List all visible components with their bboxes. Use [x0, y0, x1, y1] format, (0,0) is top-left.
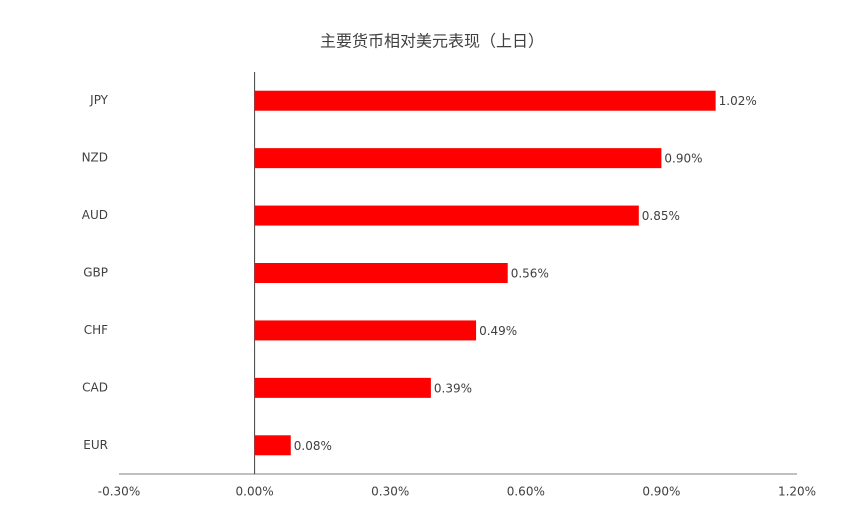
x-tick-label: 0.60%: [507, 485, 545, 499]
data-label: 0.90%: [664, 152, 702, 166]
x-tick-label: 0.00%: [236, 485, 274, 499]
bar: [254, 377, 431, 398]
y-tick-label: EUR: [83, 438, 108, 452]
y-tick-label: CAD: [82, 380, 108, 394]
x-tick-label: 1.20%: [778, 485, 816, 499]
bar: [254, 90, 716, 111]
bar: [254, 320, 477, 341]
y-tick-label: GBP: [83, 266, 108, 280]
y-tick-label: AUD: [82, 208, 108, 222]
x-tick-label: 0.90%: [642, 485, 680, 499]
x-tick-label: -0.30%: [98, 485, 140, 499]
data-label: 0.08%: [294, 439, 332, 453]
data-label: 0.85%: [642, 209, 680, 223]
bar: [254, 263, 508, 283]
y-tick-label: NZD: [82, 151, 108, 165]
x-tick-label: 0.30%: [371, 485, 409, 499]
y-tick-label: JPY: [89, 93, 109, 107]
data-label: 0.49%: [479, 324, 517, 338]
bar: [254, 435, 291, 456]
data-label: 0.56%: [511, 267, 549, 281]
bar: [254, 205, 639, 226]
bar: [254, 148, 662, 169]
chart-title: 主要货币相对美元表现（上日）: [320, 32, 544, 51]
data-label: 0.39%: [434, 381, 472, 395]
y-tick-label: CHF: [84, 323, 108, 337]
data-label: 1.02%: [719, 94, 757, 108]
